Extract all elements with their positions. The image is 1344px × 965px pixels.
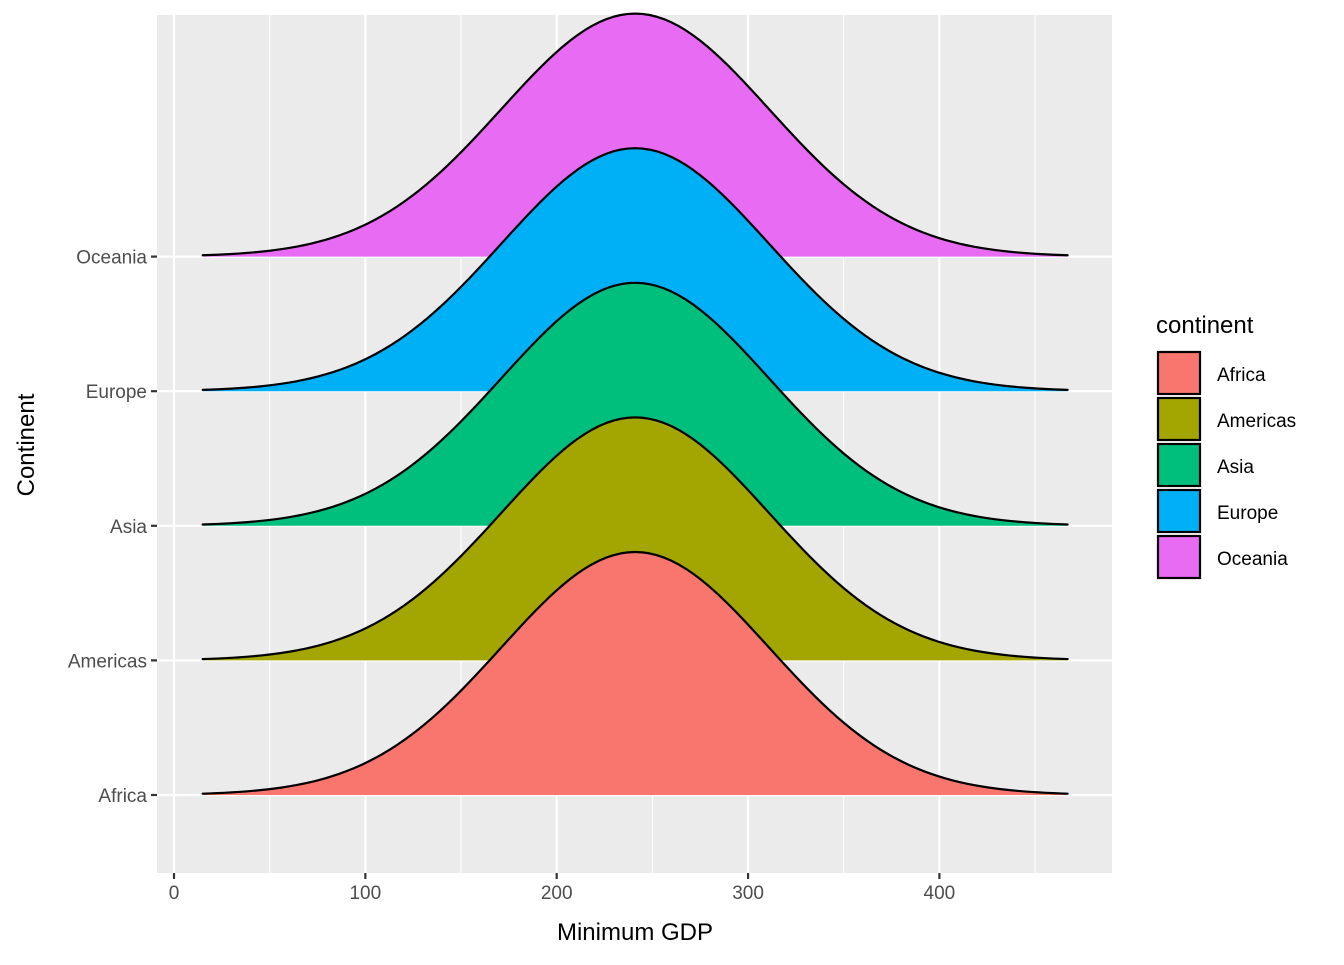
y-axis: Africa Americas Asia Europe Oceania bbox=[68, 248, 157, 807]
x-tick-label: 100 bbox=[349, 883, 381, 904]
y-tick-label: Asia bbox=[110, 517, 147, 538]
x-tick-label: 300 bbox=[732, 883, 764, 904]
y-tick-label: Europe bbox=[86, 382, 147, 403]
ridge-fill-oceania bbox=[202, 13, 1068, 257]
legend-label: Africa bbox=[1217, 365, 1266, 386]
y-tick-label: Americas bbox=[68, 651, 147, 672]
ridge-fill-asia bbox=[202, 282, 1068, 526]
legend-label: Europe bbox=[1217, 503, 1278, 524]
legend-key-africa bbox=[1156, 350, 1202, 396]
legend-key-europe bbox=[1156, 488, 1202, 534]
legend: continent Africa Americas Asia Europe Oceani… bbox=[1156, 312, 1296, 580]
ridges bbox=[201, 12, 1069, 795]
y-tick-label: Oceania bbox=[76, 248, 147, 269]
x-axis: 0 100 200 300 400 bbox=[169, 873, 956, 904]
x-tick-label: 0 bbox=[169, 883, 180, 904]
legend-label: Oceania bbox=[1217, 549, 1288, 570]
legend-title: continent bbox=[1156, 312, 1254, 339]
legend-label: Asia bbox=[1217, 457, 1254, 478]
y-axis-title: Continent bbox=[13, 393, 40, 496]
ridge-outline-oceania bbox=[201, 12, 1069, 257]
ridge-outline-asia bbox=[201, 281, 1069, 526]
legend-label: Americas bbox=[1217, 411, 1296, 432]
y-tick-label: Africa bbox=[98, 786, 147, 807]
ridge-outline-europe bbox=[201, 147, 1069, 391]
ridge-outline-africa bbox=[201, 550, 1069, 795]
ridge-fill-americas bbox=[202, 417, 1068, 661]
x-tick-label: 200 bbox=[541, 883, 573, 904]
x-tick-label: 400 bbox=[924, 883, 956, 904]
ridge-outline-americas bbox=[201, 416, 1069, 661]
legend-key-oceania bbox=[1156, 534, 1202, 580]
ridge-fill-africa bbox=[202, 552, 1068, 795]
ridge-fill-europe bbox=[202, 148, 1068, 392]
legend-items: Africa Americas Asia Europe Oceania bbox=[1156, 350, 1296, 580]
legend-key-americas bbox=[1156, 396, 1202, 442]
legend-key-asia bbox=[1156, 442, 1202, 488]
x-axis-title: Minimum GDP bbox=[557, 919, 713, 946]
